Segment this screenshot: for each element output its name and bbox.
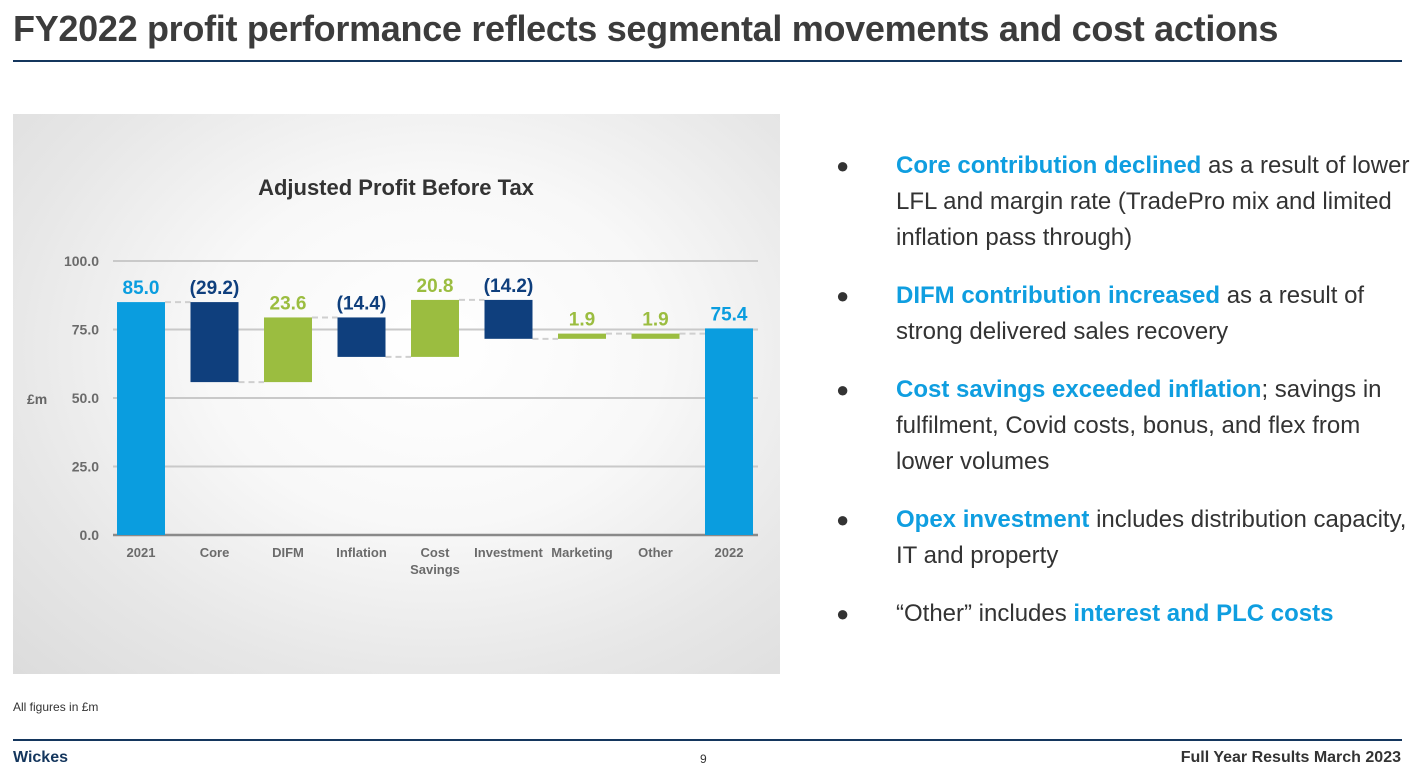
value-label: 20.8 — [417, 276, 454, 297]
value-label: (14.2) — [484, 276, 534, 297]
value-label: 75.4 — [711, 304, 748, 325]
bullet-highlight: Core contribution declined — [896, 152, 1202, 179]
bullet-glyph: ● — [836, 601, 850, 626]
chart-title: Adjusted Profit Before Tax — [258, 175, 535, 200]
bullet-highlight: Cost savings exceeded inflation — [896, 376, 1262, 403]
bullet-highlight: interest and PLC costs — [1073, 600, 1334, 627]
bar-difm — [264, 317, 312, 383]
y-tick-label: 50.0 — [72, 390, 99, 406]
bullet-glyph: ● — [836, 153, 850, 178]
bullet-glyph: ● — [836, 507, 850, 532]
bar-marketing — [558, 333, 606, 339]
bullet-glyph: ● — [836, 377, 850, 402]
title-divider — [13, 60, 1402, 62]
slide-title: FY2022 profit performance reflects segme… — [13, 8, 1279, 49]
bar-cost-savings — [411, 299, 459, 357]
bullet-text: includes distribution capacity, IT and p… — [896, 506, 1407, 569]
bar-other — [631, 333, 680, 339]
page-number: 9 — [700, 752, 707, 766]
value-label: 1.9 — [569, 310, 595, 331]
x-tick-label: Cost — [421, 545, 451, 560]
bullet-item: ● Opex investment includes distribution … — [836, 502, 1411, 574]
bar-core — [190, 302, 239, 383]
bullet-text: as a result of lower LFL and margin rate… — [896, 152, 1410, 251]
value-label: 85.0 — [123, 278, 160, 299]
x-tick-label: 2022 — [715, 545, 744, 560]
bar-2021 — [117, 302, 165, 535]
bullet-list: ● Core contribution declined as a result… — [836, 148, 1411, 632]
footer-divider — [13, 739, 1402, 741]
bullet-text: “Other” includes — [896, 600, 1074, 627]
footnote: All figures in £m — [13, 700, 99, 714]
bar-investment — [484, 299, 533, 339]
footer-report-title: Full Year Results March 2023 — [1180, 749, 1401, 766]
bullet-item: ● Cost savings exceeded inflation; savin… — [836, 372, 1411, 480]
value-label: 1.9 — [642, 310, 668, 331]
x-tick-label: Marketing — [551, 545, 612, 560]
bullet-glyph: ● — [836, 283, 850, 308]
bullet-item: ● “Other” includes interest and PLC cost… — [836, 596, 1411, 632]
x-tick-label: 2021 — [127, 545, 156, 560]
bullet-item: ● Core contribution declined as a result… — [836, 148, 1411, 256]
y-tick-label: 25.0 — [72, 459, 99, 475]
value-label: 23.6 — [270, 293, 307, 314]
x-tick-label: Core — [200, 545, 230, 560]
y-tick-label: 100.0 — [64, 253, 99, 269]
bullet-highlight: Opex investment — [896, 506, 1090, 533]
bar-inflation — [337, 317, 386, 357]
bullet-highlight: DIFM contribution increased — [896, 282, 1221, 309]
value-label: (14.4) — [337, 293, 387, 314]
y-tick-label: 75.0 — [72, 322, 99, 338]
x-tick-label: Inflation — [336, 545, 387, 560]
y-tick-label: 0.0 — [80, 527, 100, 543]
footer-brand: Wickes — [13, 749, 68, 766]
x-tick-label: Other — [638, 545, 673, 560]
bar-2022 — [705, 328, 753, 535]
x-tick-label: Investment — [474, 545, 543, 560]
chart-panel: Adjusted Profit Before Tax 85.0 (29.2) 23.… — [13, 114, 780, 674]
y-axis-label: £m — [27, 391, 47, 407]
waterfall-chart: Adjusted Profit Before Tax 85.0 (29.2) 23.… — [27, 175, 758, 577]
bullet-text: as a result of strong delivered sales re… — [896, 282, 1365, 345]
x-tick-label: Savings — [410, 562, 460, 577]
value-label: (29.2) — [190, 278, 240, 299]
bullet-item: ● DIFM contribution increased as a resul… — [836, 278, 1411, 350]
x-tick-label: DIFM — [272, 545, 304, 560]
bullet-text: ; savings in fulfilment, Covid costs, bo… — [896, 376, 1382, 475]
